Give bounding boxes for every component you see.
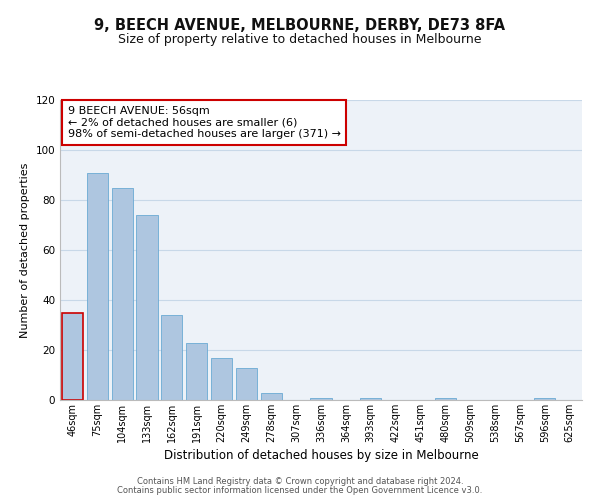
Text: Contains HM Land Registry data © Crown copyright and database right 2024.: Contains HM Land Registry data © Crown c…: [137, 477, 463, 486]
Bar: [186, 342, 207, 400]
Bar: [261, 392, 282, 400]
Bar: [136, 215, 158, 400]
Text: Contains public sector information licensed under the Open Government Licence v3: Contains public sector information licen…: [118, 486, 482, 495]
X-axis label: Distribution of detached houses by size in Melbourne: Distribution of detached houses by size …: [164, 449, 478, 462]
Text: 9, BEECH AVENUE, MELBOURNE, DERBY, DE73 8FA: 9, BEECH AVENUE, MELBOURNE, DERBY, DE73 …: [94, 18, 506, 32]
Text: 9 BEECH AVENUE: 56sqm
← 2% of detached houses are smaller (6)
98% of semi-detach: 9 BEECH AVENUE: 56sqm ← 2% of detached h…: [68, 106, 341, 139]
Bar: [534, 398, 555, 400]
Bar: [211, 358, 232, 400]
Bar: [161, 315, 182, 400]
Bar: [87, 172, 108, 400]
Bar: [236, 368, 257, 400]
Y-axis label: Number of detached properties: Number of detached properties: [20, 162, 30, 338]
Bar: [62, 312, 83, 400]
Bar: [112, 188, 133, 400]
Bar: [435, 398, 456, 400]
Bar: [310, 398, 332, 400]
Bar: [360, 398, 381, 400]
Text: Size of property relative to detached houses in Melbourne: Size of property relative to detached ho…: [118, 32, 482, 46]
